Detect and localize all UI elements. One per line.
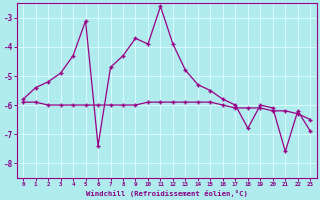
X-axis label: Windchill (Refroidissement éolien,°C): Windchill (Refroidissement éolien,°C) (86, 190, 248, 197)
